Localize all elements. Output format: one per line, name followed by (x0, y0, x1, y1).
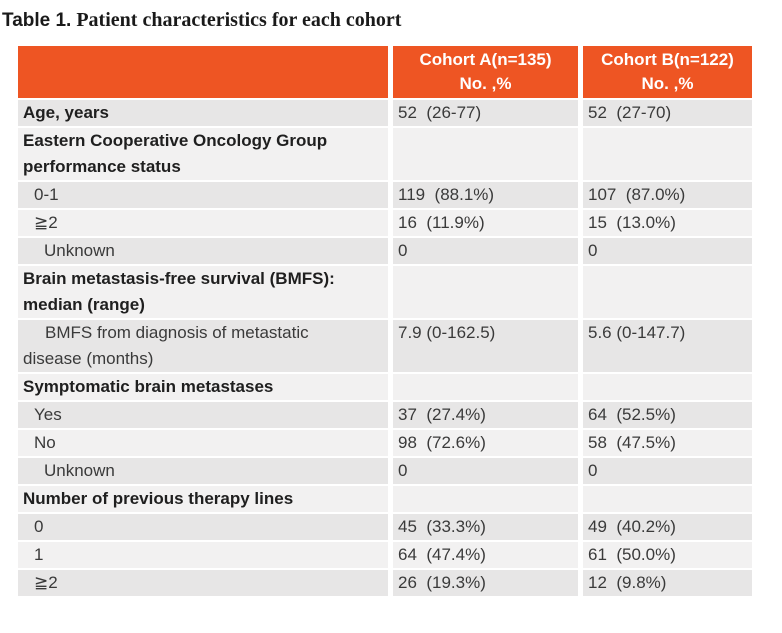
table-row: 1 64 (47.4%) 61 (50.0%) (18, 542, 752, 568)
cohort-b-value-cell: 61 (50.0%) (583, 542, 752, 568)
header-cohort-b-cell: Cohort B(n=122) No. ,% (583, 46, 752, 98)
cohort-a-value-cell (393, 128, 578, 180)
row-label-cell: 0 (18, 514, 388, 540)
cohort-b-units: No. ,% (641, 74, 694, 93)
row-label-cell: No (18, 430, 388, 456)
cohort-b-value-cell: 15 (13.0%) (583, 210, 752, 236)
header-cohort-a-cell: Cohort A(n=135) No. ,% (393, 46, 578, 98)
cohort-a-value-cell: 0 (393, 238, 578, 264)
header-row-label-cell (18, 46, 388, 98)
page-title: Table 1. Patient characteristics for each… (2, 9, 782, 32)
cohort-a-value-cell (393, 266, 578, 318)
row-label-cell: Brain metastasis-free survival (BMFS): m… (18, 266, 388, 318)
cohort-a-value-cell: 26 (19.3%) (393, 570, 578, 596)
cohort-b-value-cell: 107 (87.0%) (583, 182, 752, 208)
header-row: Cohort A(n=135) No. ,% Cohort B(n=122) N… (18, 46, 752, 98)
table-row: Eastern Cooperative Oncology Group perfo… (18, 128, 752, 180)
cohort-b-value-cell: 0 (583, 458, 752, 484)
row-label-cell: ≧2 (18, 570, 388, 596)
cohort-a-value-cell: 0 (393, 458, 578, 484)
cohort-a-units: No. ,% (459, 74, 512, 93)
cohort-a-value-cell: 64 (47.4%) (393, 542, 578, 568)
cohort-b-value-cell (583, 486, 752, 512)
row-label-cell: Unknown (18, 458, 388, 484)
cohort-a-value-cell: 16 (11.9%) (393, 210, 578, 236)
row-label-cell: Age, years (18, 100, 388, 126)
table-row: No 98 (72.6%) 58 (47.5%) (18, 430, 752, 456)
table-row: Unknown 0 0 (18, 458, 752, 484)
table-row: ≧2 16 (11.9%) 15 (13.0%) (18, 210, 752, 236)
table-row: 0-1 119 (88.1%) 107 (87.0%) (18, 182, 752, 208)
table-row: 0 45 (33.3%) 49 (40.2%) (18, 514, 752, 540)
row-label-cell: Eastern Cooperative Oncology Group perfo… (18, 128, 388, 180)
row-label-cell: Unknown (18, 238, 388, 264)
cohort-b-value-cell: 64 (52.5%) (583, 402, 752, 428)
row-label-cell: 1 (18, 542, 388, 568)
cohort-a-value-cell: 45 (33.3%) (393, 514, 578, 540)
cohort-a-value-cell (393, 486, 578, 512)
table-row: Number of previous therapy lines (18, 486, 752, 512)
page: Table 1. Patient characteristics for each… (0, 9, 782, 633)
table-row: Yes 37 (27.4%) 64 (52.5%) (18, 402, 752, 428)
cohort-b-value-cell: 0 (583, 238, 752, 264)
table-row: Brain metastasis-free survival (BMFS): m… (18, 266, 752, 318)
cohort-b-value-cell: 49 (40.2%) (583, 514, 752, 540)
cohort-b-value-cell (583, 128, 752, 180)
patient-characteristics-table: Cohort A(n=135) No. ,% Cohort B(n=122) N… (13, 44, 757, 598)
cohort-b-value-cell: 52 (27-70) (583, 100, 752, 126)
cohort-b-value-cell: 5.6 (0-147.7) (583, 320, 752, 372)
cohort-a-value-cell: 98 (72.6%) (393, 430, 578, 456)
table-caption: Patient characteristics for each cohort (76, 9, 402, 31)
cohort-b-value-cell: 58 (47.5%) (583, 430, 752, 456)
table-body: Age, years 52 (26-77) 52 (27-70) Eastern Co… (18, 100, 752, 596)
cohort-a-value-cell: 52 (26-77) (393, 100, 578, 126)
table-row: Age, years 52 (26-77) 52 (27-70) (18, 100, 752, 126)
row-label-cell: ≧2 (18, 210, 388, 236)
table-number-label: Table 1. (2, 10, 72, 31)
cohort-a-title: Cohort A(n=135) (419, 50, 552, 69)
table-row: Symptomatic brain metastases (18, 374, 752, 400)
cohort-a-value-cell (393, 374, 578, 400)
table-row: ≧2 26 (19.3%) 12 (9.8%) (18, 570, 752, 596)
row-label-cell: Yes (18, 402, 388, 428)
row-label-cell: 0-1 (18, 182, 388, 208)
cohort-a-value-cell: 37 (27.4%) (393, 402, 578, 428)
table-row: BMFS from diagnosis of metastatic diseas… (18, 320, 752, 372)
table-row: Unknown 0 0 (18, 238, 752, 264)
cohort-b-value-cell (583, 266, 752, 318)
row-label-cell: Number of previous therapy lines (18, 486, 388, 512)
cohort-b-value-cell (583, 374, 752, 400)
row-label-cell: Symptomatic brain metastases (18, 374, 388, 400)
cohort-b-title: Cohort B(n=122) (601, 50, 734, 69)
cohort-a-value-cell: 7.9 (0-162.5) (393, 320, 578, 372)
row-label-cell: BMFS from diagnosis of metastatic diseas… (18, 320, 388, 372)
cohort-b-value-cell: 12 (9.8%) (583, 570, 752, 596)
cohort-a-value-cell: 119 (88.1%) (393, 182, 578, 208)
